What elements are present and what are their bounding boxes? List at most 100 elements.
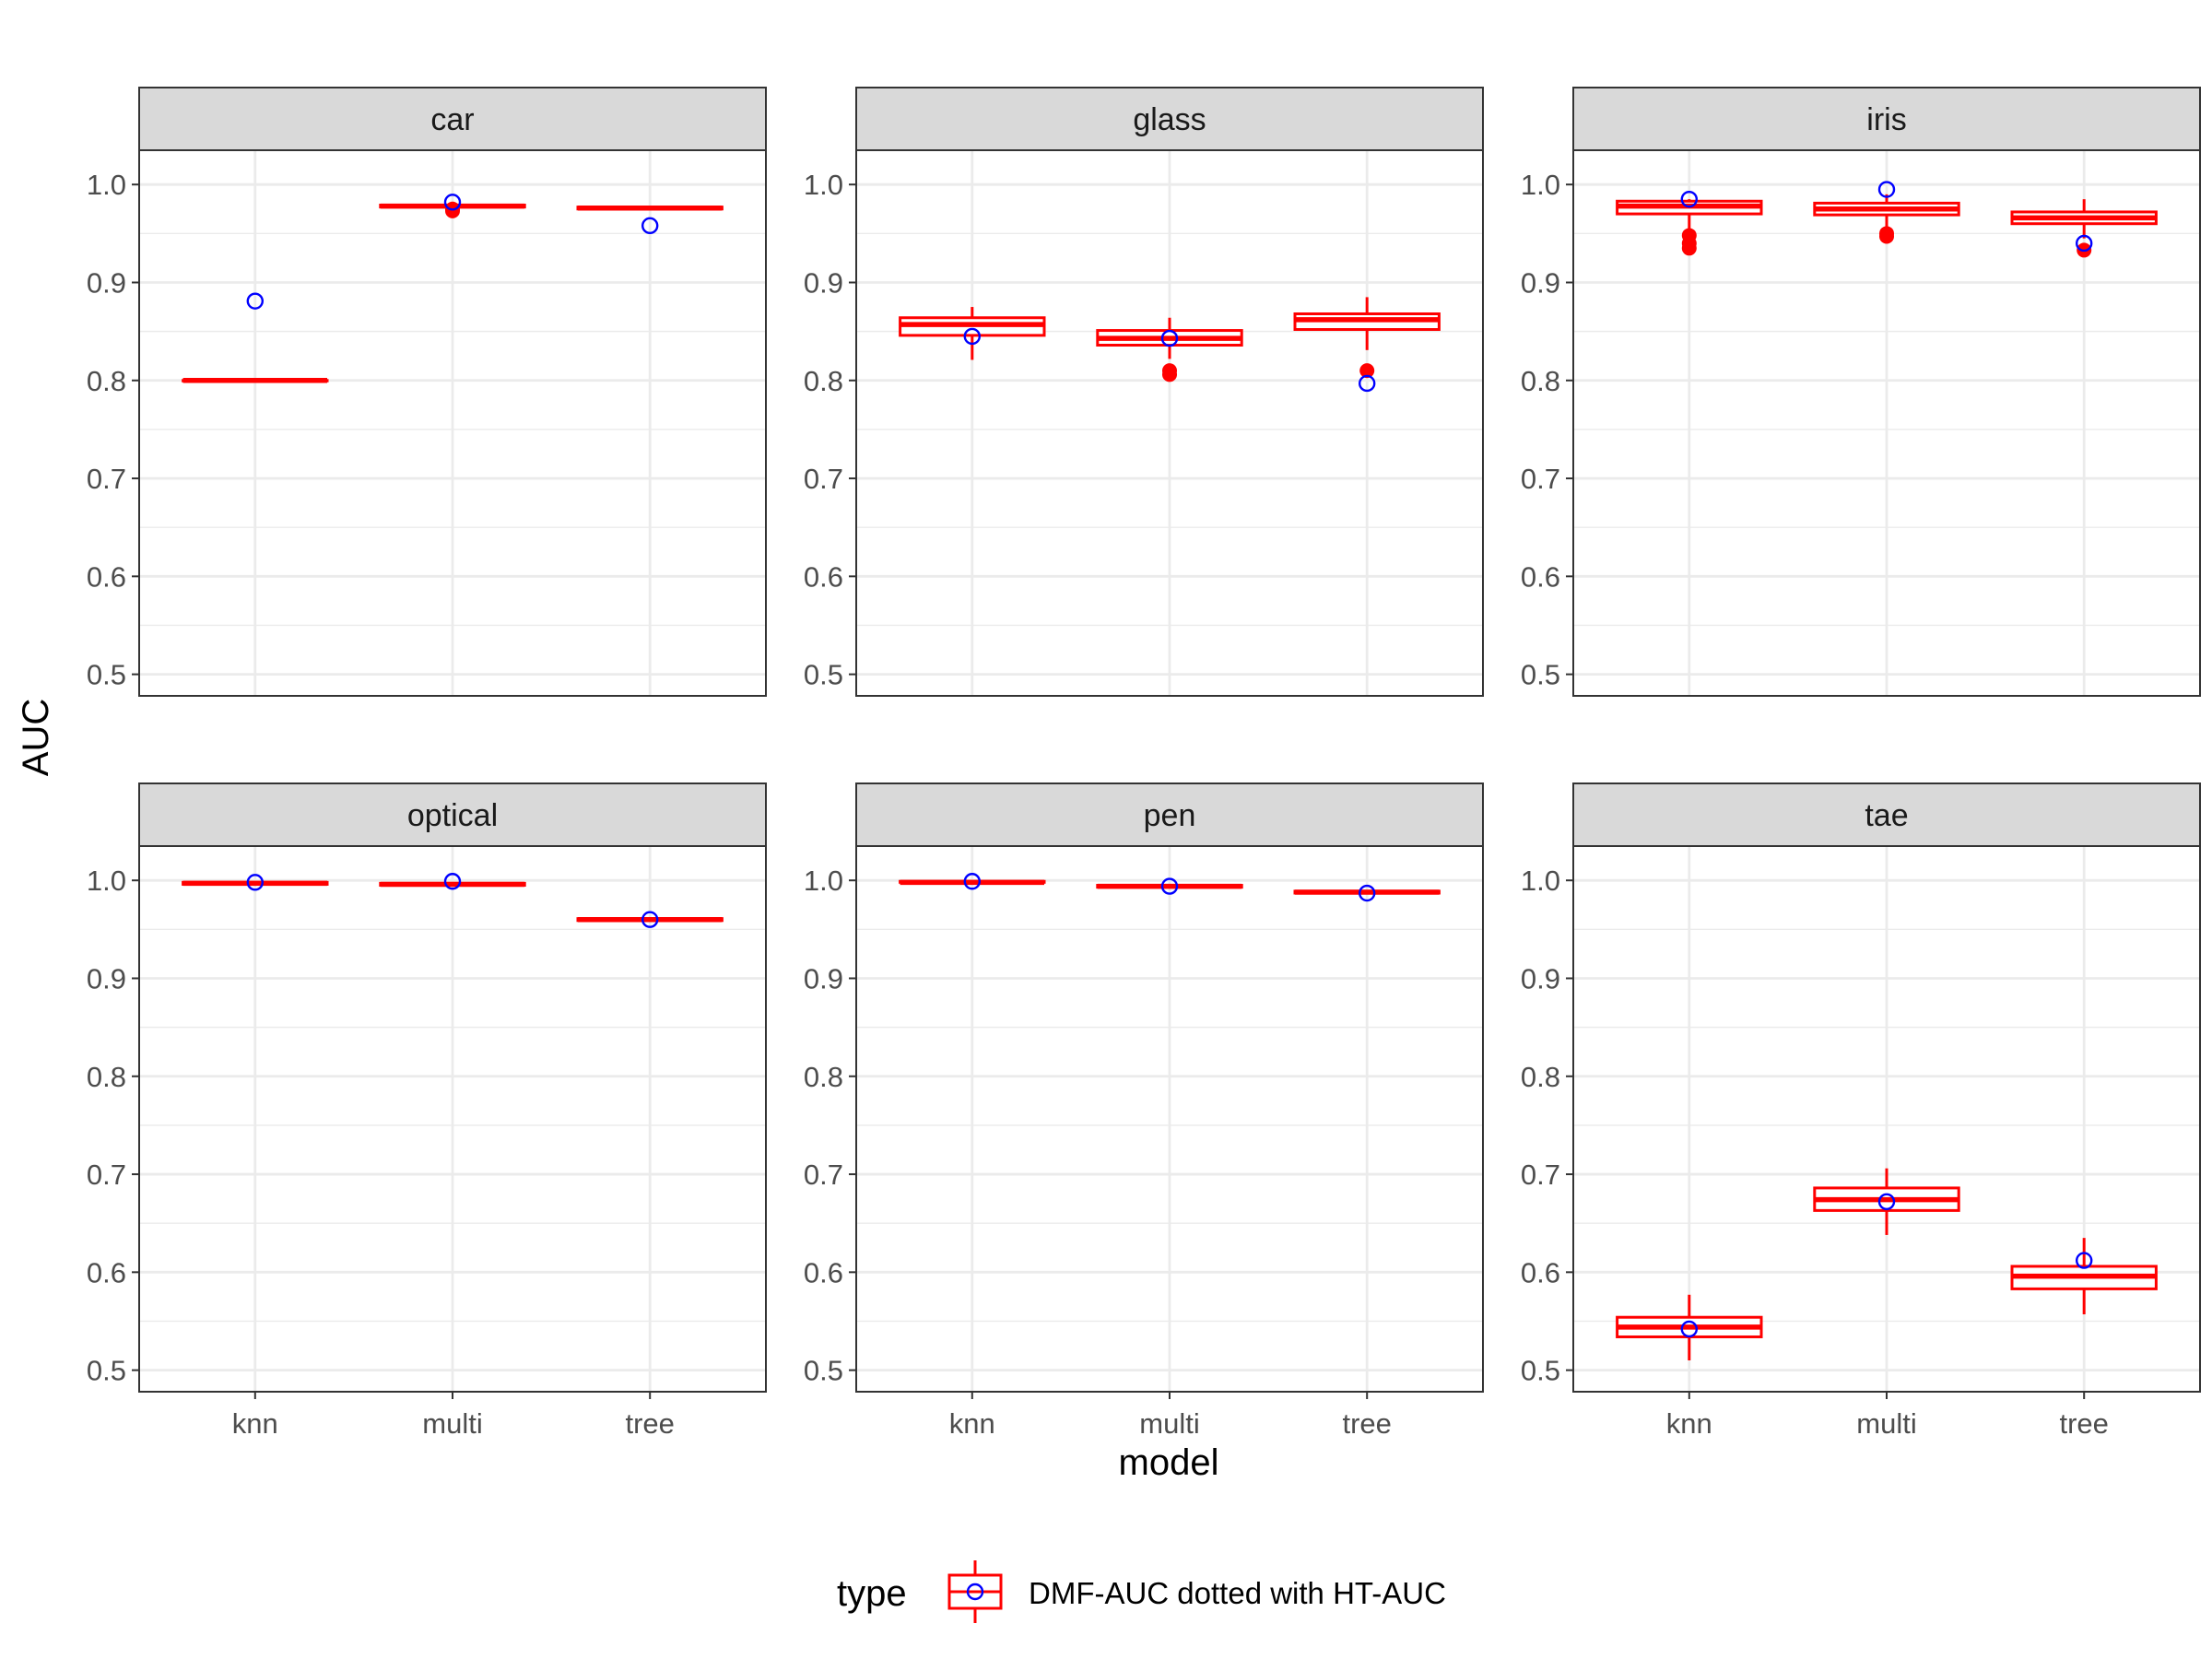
- y-tick-label: 0.7: [87, 463, 126, 495]
- y-tick-label: 0.7: [87, 1159, 126, 1191]
- x-tick-label-knn: knn: [949, 1407, 995, 1440]
- y-tick-label: 0.9: [804, 266, 843, 299]
- outlier-point: [1162, 363, 1177, 379]
- x-tick-label-knn: knn: [1666, 1407, 1712, 1440]
- y-tick-label: 0.5: [1521, 1355, 1560, 1387]
- box-tree: [576, 916, 724, 923]
- panel-border: [138, 149, 767, 697]
- y-tick-label: 0.6: [804, 560, 843, 593]
- ht-auc-point-knn: [246, 292, 264, 310]
- box-knn: [182, 880, 329, 887]
- panel-border: [1572, 149, 2201, 697]
- box-tree: [1293, 889, 1441, 895]
- ht-auc-point-knn: [963, 873, 982, 890]
- legend: type DMF-AUC dotted with HT-AUC: [837, 1560, 1446, 1623]
- y-tick-label: 0.6: [804, 1256, 843, 1288]
- strip-label-glass: glass: [1133, 102, 1206, 137]
- strip-label-iris: iris: [1866, 102, 1906, 137]
- x-tick-label-multi: multi: [1856, 1407, 1916, 1440]
- y-tick-label: 0.5: [804, 659, 843, 691]
- strip-label-tae: tae: [1865, 798, 1908, 833]
- x-tick-label-tree: tree: [1342, 1407, 1391, 1440]
- strip-label-pen: pen: [1144, 798, 1196, 833]
- panel-glass: glass 0.5 0.6 0.7 0.8 0.9 1.0: [804, 87, 1484, 697]
- ht-auc-point-knn: [246, 874, 264, 891]
- y-tick-label: 0.9: [1521, 962, 1560, 994]
- ht-auc-point-multi: [1877, 181, 1896, 198]
- y-tick-label: 0.8: [1521, 1061, 1560, 1093]
- y-tick-label: 0.8: [804, 365, 843, 397]
- legend-key: [947, 1560, 1003, 1623]
- y-tick-label: 1.0: [1521, 169, 1560, 201]
- ht-auc-point-multi: [443, 194, 462, 211]
- y-tick-label: 0.9: [87, 266, 126, 299]
- ht-auc-point-multi: [1877, 1193, 1896, 1211]
- x-tick-label-multi: multi: [422, 1407, 482, 1440]
- y-tick-label: 0.7: [1521, 1159, 1560, 1191]
- y-tick-label: 1.0: [804, 865, 843, 897]
- box-multi: [1096, 883, 1243, 889]
- ht-auc-point-multi: [1160, 329, 1179, 347]
- ht-auc-point-multi: [443, 873, 462, 890]
- box-tree: [576, 205, 724, 211]
- ht-auc-point-knn: [1680, 190, 1699, 208]
- strip-label-car: car: [430, 102, 474, 137]
- y-axis-title: AUC: [16, 699, 56, 776]
- legend-label: DMF-AUC dotted with HT-AUC: [1029, 1576, 1446, 1610]
- box-multi: [379, 881, 526, 888]
- panel-car: car 0.5 0.6 0.7 0.8 0.9 1.0: [87, 87, 767, 697]
- y-tick-label: 1.0: [87, 865, 126, 897]
- y-tick-label: 0.6: [87, 560, 126, 593]
- box-tree: [2010, 1238, 2158, 1315]
- strip-background: [138, 87, 767, 151]
- y-tick-label: 1.0: [804, 169, 843, 201]
- panel-tae: tae 0.5 0.6 0.7 0.8 0.9 1.0 knn multi tree: [1521, 782, 2201, 1440]
- y-tick-label: 0.5: [1521, 659, 1560, 691]
- y-tick-label: 0.8: [87, 365, 126, 397]
- y-tick-label: 0.6: [1521, 560, 1560, 593]
- box-tree: [1293, 297, 1441, 379]
- legend-title: type: [837, 1573, 907, 1614]
- strip-label-optical: optical: [407, 798, 498, 833]
- y-tick-label: 1.0: [1521, 865, 1560, 897]
- strip-background: [1572, 87, 2201, 151]
- x-tick-label-tree: tree: [625, 1407, 674, 1440]
- legend-key-point: [966, 1583, 984, 1601]
- y-tick-label: 1.0: [87, 169, 126, 201]
- panel-pen: pen 0.5 0.6 0.7 0.8 0.9 1.0 knn multi tree: [804, 782, 1484, 1440]
- box-knn: [899, 307, 1046, 360]
- panel-optical: optical 0.5 0.6 0.7 0.8 0.9 1.0 knn multi tree: [87, 782, 767, 1440]
- x-tick-label-tree: tree: [2059, 1407, 2108, 1440]
- ht-auc-point-tree: [2075, 1252, 2093, 1269]
- y-tick-label: 0.8: [804, 1061, 843, 1093]
- ht-auc-point-tree: [641, 217, 659, 235]
- panel-iris: iris 0.5 0.6 0.7 0.8 0.9 1.0: [1521, 87, 2201, 697]
- y-tick-label: 0.7: [804, 463, 843, 495]
- ht-auc-point-knn: [963, 327, 982, 346]
- outlier-point: [1879, 226, 1894, 241]
- y-tick-label: 0.8: [87, 1061, 126, 1093]
- x-tick-label-knn: knn: [232, 1407, 278, 1440]
- y-tick-label: 0.6: [1521, 1256, 1560, 1288]
- outlier-point: [1359, 363, 1375, 379]
- box-knn: [899, 879, 1046, 886]
- ht-auc-point-tree: [1358, 884, 1376, 902]
- ht-auc-point-knn: [1680, 1320, 1699, 1338]
- ht-auc-point-tree: [1358, 374, 1376, 393]
- box-multi: [1813, 1168, 1960, 1235]
- x-tick-label-multi: multi: [1139, 1407, 1199, 1440]
- y-tick-label: 0.7: [1521, 463, 1560, 495]
- x-axis-title: model: [1119, 1442, 1219, 1483]
- panel-border: [855, 149, 1484, 697]
- ht-auc-point-tree: [2075, 234, 2093, 253]
- ht-auc-point-tree: [641, 911, 659, 928]
- strip-background: [138, 782, 767, 847]
- outlier-point: [1681, 228, 1697, 243]
- y-tick-label: 0.9: [804, 962, 843, 994]
- y-tick-label: 0.7: [804, 1159, 843, 1191]
- box-multi: [1813, 194, 1960, 244]
- box-knn: [182, 378, 329, 383]
- facet-panels: car 0.5 0.6 0.7 0.8 0.9 1.0 glass 0.5 0.6 0.7 0.8 0.…: [87, 87, 2201, 1440]
- ht-auc-point-multi: [1160, 877, 1179, 895]
